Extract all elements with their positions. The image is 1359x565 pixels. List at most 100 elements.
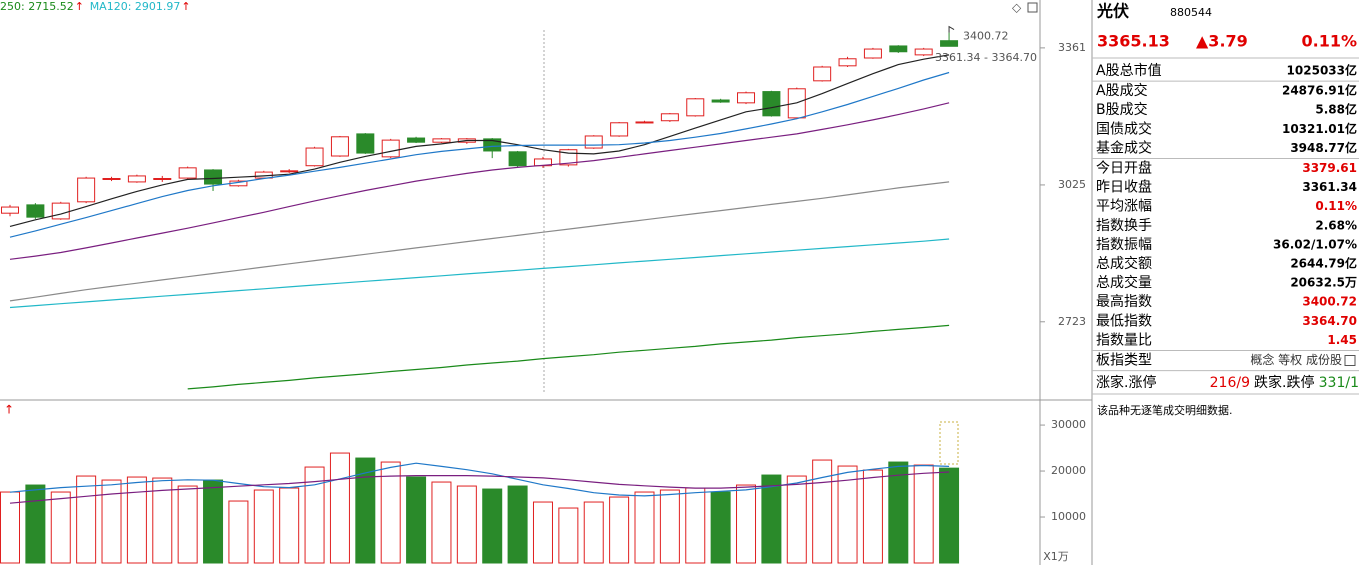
row-value: 5.88亿 xyxy=(1315,102,1357,117)
row-value: 3400.72 xyxy=(1302,295,1357,309)
row-value: 10321.01亿 xyxy=(1282,121,1357,136)
y-tick-label: 20000 xyxy=(1051,464,1086,477)
candle-body xyxy=(432,138,451,143)
row-label: 指数换手 xyxy=(1096,217,1152,234)
annotation: 3400.72 xyxy=(963,30,1009,43)
candle-body xyxy=(178,167,197,179)
price: 3365.13 xyxy=(1097,32,1170,51)
volume-bar xyxy=(913,464,934,564)
candle-body xyxy=(686,98,705,117)
volume-bar xyxy=(406,476,427,564)
volume-bar xyxy=(888,461,909,564)
candle-body xyxy=(838,58,857,67)
volume-bar xyxy=(837,465,858,564)
legend-arrow: ↑ xyxy=(75,0,84,13)
volume-bar xyxy=(329,452,350,564)
legend-entry: 250: 2715.52 xyxy=(0,0,74,13)
candle-body xyxy=(356,133,375,154)
candle-body xyxy=(711,99,730,103)
breadth-value: 331/1 xyxy=(1319,375,1359,391)
volume-bar xyxy=(355,457,376,564)
candle-body xyxy=(610,122,629,137)
volume-bar xyxy=(710,491,731,564)
candle-body xyxy=(914,48,933,56)
diamond-icon[interactable]: ◇ xyxy=(1012,1,1022,15)
volume-bar xyxy=(939,467,960,564)
row-label: 国债成交 xyxy=(1096,120,1152,137)
candle-body xyxy=(102,177,121,180)
candle-body xyxy=(889,45,908,53)
change-pct: 0.11% xyxy=(1301,32,1357,51)
volume-bar xyxy=(812,459,833,564)
candle-body xyxy=(483,138,502,152)
volume-bar xyxy=(634,491,655,564)
volume-bar xyxy=(380,461,401,564)
volume-bar xyxy=(279,487,300,564)
ma-line xyxy=(9,71,950,238)
row-label: 基金成交 xyxy=(1096,139,1152,156)
volume-bar xyxy=(25,484,46,564)
volume-bar xyxy=(685,487,706,564)
row-value: 20632.5万 xyxy=(1290,276,1357,290)
highlight-box xyxy=(939,421,959,465)
volume-bar xyxy=(862,469,883,564)
ma-line xyxy=(9,54,950,227)
row-label: 最低指数 xyxy=(1096,313,1152,329)
candle-body xyxy=(381,139,400,158)
ma-line xyxy=(9,102,950,260)
volume-bar xyxy=(609,496,630,564)
candle-body xyxy=(737,92,756,104)
volume-bar xyxy=(482,488,503,564)
stock-code: 880544 xyxy=(1170,6,1212,19)
row-value: 24876.91亿 xyxy=(1282,83,1357,98)
row-label: 指数量比 xyxy=(1096,332,1152,348)
ma-line xyxy=(9,181,950,302)
type-icon[interactable] xyxy=(1344,355,1356,366)
volume-bar xyxy=(228,500,249,564)
y-tick-label: 3025 xyxy=(1058,178,1086,191)
volume-bar xyxy=(177,485,198,564)
row-value: 36.02/1.07% xyxy=(1273,237,1357,251)
volume-bar xyxy=(304,466,325,564)
row-label: A股总市值 xyxy=(1096,62,1162,79)
candle-body xyxy=(660,113,679,122)
volume-bar xyxy=(431,481,452,564)
volume-bar xyxy=(253,489,274,564)
breadth-value: 216/9 xyxy=(1210,375,1250,391)
candle-body xyxy=(584,135,603,149)
volume-bar xyxy=(50,491,71,564)
volume-bar xyxy=(101,479,122,564)
candle-body xyxy=(153,177,172,180)
candle-body xyxy=(813,66,832,82)
volume-bar xyxy=(507,485,528,564)
candle-body xyxy=(26,204,45,218)
ma-line xyxy=(187,324,950,390)
row-value: 概念 等权 成份股 xyxy=(1250,352,1342,367)
volume-bar xyxy=(761,474,782,564)
volume-bar xyxy=(76,475,97,564)
volume-bar xyxy=(126,476,147,564)
row-value: 0.11% xyxy=(1315,199,1357,213)
y-tick-label: 30000 xyxy=(1051,418,1086,431)
candle-body xyxy=(635,121,654,124)
volume-bar xyxy=(203,479,224,564)
annotation: 3361.34 - 3364.70 xyxy=(935,51,1037,64)
row-label: 最高指数 xyxy=(1096,293,1152,310)
row-value: 2644.79亿 xyxy=(1290,256,1357,271)
volume-bar xyxy=(583,501,604,564)
volume-bar xyxy=(736,484,757,564)
row-value: 3379.61 xyxy=(1302,161,1357,175)
window-icon[interactable] xyxy=(1027,2,1038,13)
volume-bar xyxy=(532,501,553,564)
candle-body xyxy=(330,136,349,157)
candle-body xyxy=(407,137,426,143)
row-value: 1.45 xyxy=(1327,333,1357,347)
row-label: 总成交额 xyxy=(1096,255,1152,272)
arrow-icon: ↑ xyxy=(4,403,14,417)
row-value: 3361.34 xyxy=(1302,180,1357,194)
flag-marker xyxy=(948,25,955,33)
y-tick-label: 10000 xyxy=(1051,510,1086,523)
candle-body xyxy=(280,170,299,173)
